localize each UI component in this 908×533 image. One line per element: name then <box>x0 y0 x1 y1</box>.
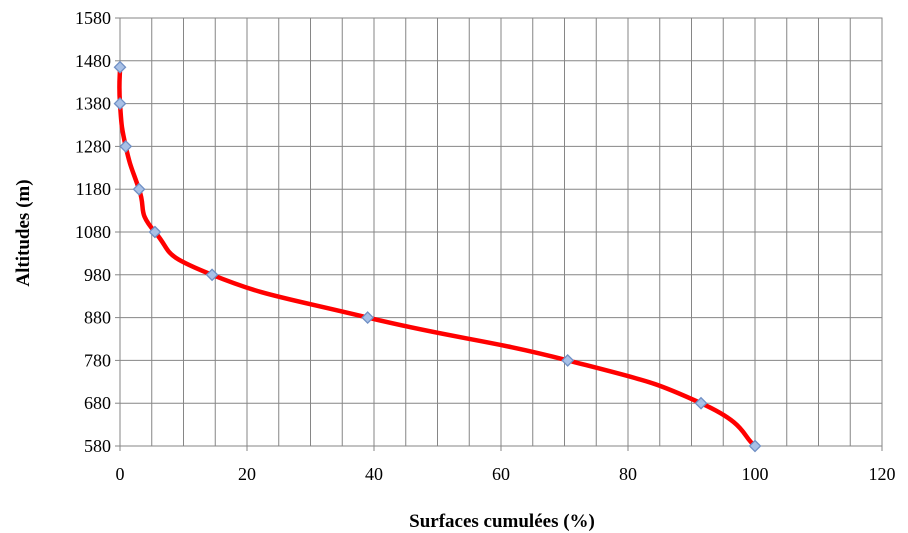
x-tick-label: 0 <box>116 464 125 484</box>
x-axis-ticks: 0 20 40 60 80 100 120 <box>116 446 896 484</box>
data-point-marker <box>132 182 146 196</box>
x-tick-label: 60 <box>492 464 510 484</box>
y-tick-label: 1280 <box>75 136 111 156</box>
x-axis-title: Surfaces cumulées (%) <box>409 511 595 532</box>
x-tick-label: 80 <box>619 464 637 484</box>
data-point-marker <box>148 225 162 239</box>
y-tick-label: 880 <box>84 308 111 328</box>
data-point-marker <box>113 60 127 74</box>
y-tick-label: 1580 <box>75 8 111 28</box>
x-tick-label: 100 <box>742 464 769 484</box>
y-tick-label: 980 <box>84 265 111 285</box>
grid-lines <box>120 18 882 446</box>
x-tick-label: 40 <box>365 464 383 484</box>
data-point-marker <box>205 268 219 282</box>
data-point-marker <box>561 353 575 367</box>
y-tick-label: 680 <box>84 393 111 413</box>
y-tick-label: 780 <box>84 350 111 370</box>
x-tick-label: 120 <box>869 464 896 484</box>
y-tick-label: 1080 <box>75 222 111 242</box>
data-point-marker <box>748 439 762 453</box>
y-tick-label: 580 <box>84 436 111 456</box>
y-tick-label: 1180 <box>76 179 111 199</box>
data-point-marker <box>119 139 133 153</box>
series-layer <box>113 60 762 453</box>
y-axis-ticks: 580 680 780 880 980 1080 1180 1280 1380 1480 1580 <box>75 8 120 456</box>
data-point-marker <box>694 396 708 410</box>
y-tick-label: 1380 <box>75 94 111 114</box>
y-axis-title: Altitudes (m) <box>13 179 34 286</box>
y-tick-label: 1480 <box>75 51 111 71</box>
data-point-marker <box>361 311 375 325</box>
x-tick-label: 20 <box>238 464 256 484</box>
data-point-marker <box>113 97 127 111</box>
